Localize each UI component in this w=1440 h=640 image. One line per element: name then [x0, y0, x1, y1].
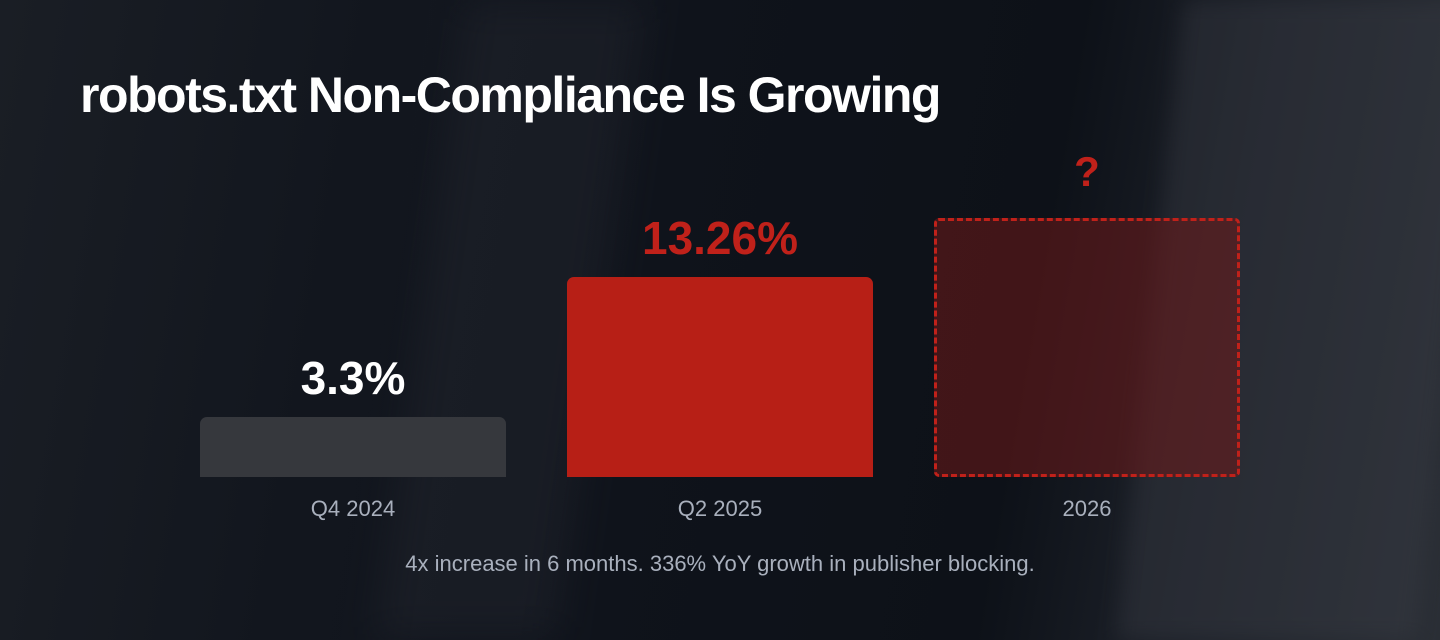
chart-footnote: 4x increase in 6 months. 336% YoY growth… [405, 551, 1035, 576]
bar-2026 [934, 218, 1240, 477]
x-tick-label: 2026 [1062, 496, 1112, 521]
bar-q4-2024 [200, 417, 506, 477]
data-label: ? [1074, 148, 1100, 195]
x-tick-label: Q4 2024 [310, 496, 396, 521]
data-label: 3.3% [300, 352, 406, 404]
data-label: 13.26% [641, 212, 798, 264]
chart-title: robots.txt Non-Compliance Is Growing [80, 67, 941, 123]
x-tick-label: Q2 2025 [677, 496, 763, 521]
bar-q2-2025 [567, 277, 873, 477]
